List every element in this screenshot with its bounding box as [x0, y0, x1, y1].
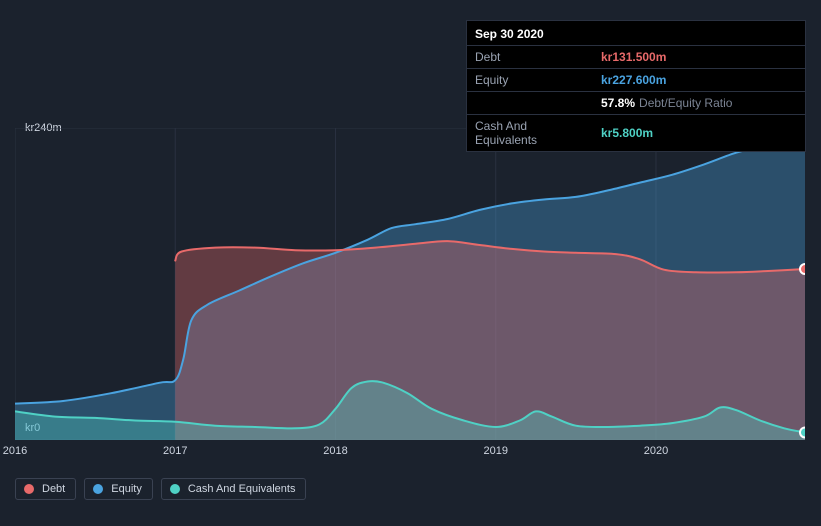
- legend-item-equity[interactable]: Equity: [84, 478, 153, 500]
- legend-label: Cash And Equivalents: [188, 483, 296, 495]
- tooltip-table: Debt kr131.500m Equity kr227.600m 57.8%D…: [467, 45, 805, 151]
- tooltip-value: 57.8%Debt/Equity Ratio: [593, 92, 805, 115]
- area-chart[interactable]: [15, 128, 805, 440]
- tooltip-row-equity: Equity kr227.600m: [467, 69, 805, 92]
- x-tick-label: 2019: [483, 445, 507, 457]
- x-tick-label: 2016: [3, 445, 27, 457]
- x-tick-label: 2017: [163, 445, 187, 457]
- tooltip-value: kr5.800m: [593, 115, 805, 152]
- tooltip-panel: Sep 30 2020 Debt kr131.500m Equity kr227…: [466, 20, 806, 152]
- tooltip-row-debt: Debt kr131.500m: [467, 46, 805, 69]
- tooltip-label: [467, 92, 593, 115]
- legend-dot: [24, 484, 34, 494]
- tooltip-row-cash: Cash And Equivalents kr5.800m: [467, 115, 805, 152]
- legend-label: Equity: [111, 483, 142, 495]
- x-tick-label: 2018: [323, 445, 347, 457]
- tooltip-value: kr227.600m: [593, 69, 805, 92]
- tooltip-label: Cash And Equivalents: [467, 115, 593, 152]
- legend-dot: [170, 484, 180, 494]
- legend-item-cash[interactable]: Cash And Equivalents: [161, 478, 307, 500]
- legend: Debt Equity Cash And Equivalents: [15, 478, 306, 500]
- tooltip-label: Equity: [467, 69, 593, 92]
- tooltip-row-ratio: 57.8%Debt/Equity Ratio: [467, 92, 805, 115]
- legend-item-debt[interactable]: Debt: [15, 478, 76, 500]
- legend-label: Debt: [42, 483, 65, 495]
- tooltip-value: kr131.500m: [593, 46, 805, 69]
- legend-dot: [93, 484, 103, 494]
- tooltip-date: Sep 30 2020: [467, 21, 805, 45]
- x-tick-label: 2020: [644, 445, 668, 457]
- tooltip-label: Debt: [467, 46, 593, 69]
